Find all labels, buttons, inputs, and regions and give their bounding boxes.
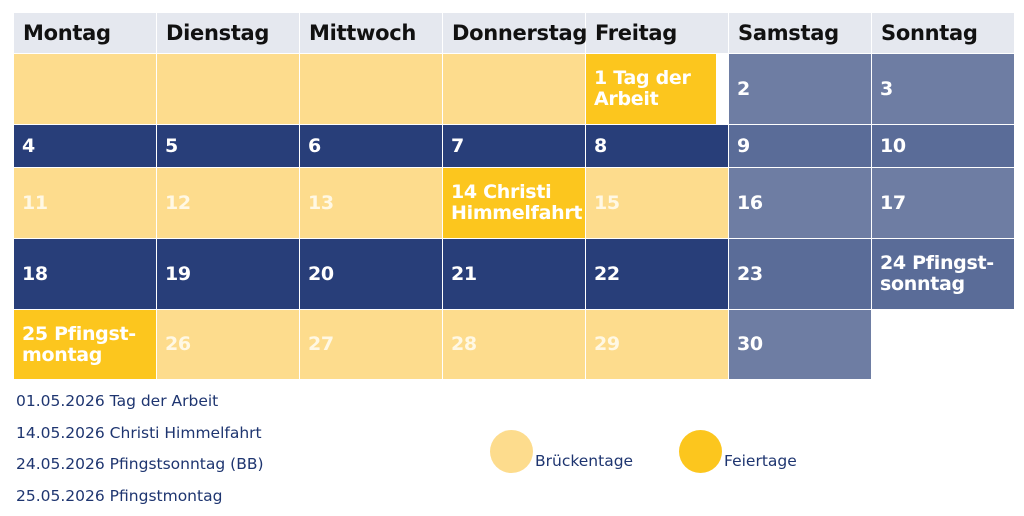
day-cell-26-bridge: 26 [157, 310, 299, 379]
holiday-list-item: 14.05.2026 Christi Himmelfahrt [16, 423, 262, 442]
legend-holidays: Feiertage [679, 430, 797, 473]
empty-day-cell [300, 54, 442, 124]
weekday-header-saturday: Samstag [729, 13, 871, 53]
day-cell-30: 30 [729, 310, 871, 379]
day-cell-22: 22 [586, 239, 728, 309]
day-cell-25-holiday: 25 Pfingst-montag [14, 310, 156, 379]
weekday-header-friday: Freitag [586, 13, 728, 53]
day-cell-24-holiday: 24 Pfingst-sonntag [872, 239, 1014, 309]
weekday-header-sunday: Sonntag [872, 13, 1014, 53]
day-cell-5: 5 [157, 125, 299, 167]
day-cell-2: 2 [729, 54, 871, 124]
holiday-list-item: 24.05.2026 Pfingstsonntag (BB) [16, 455, 264, 473]
day-cell-1-holiday: 1 Tag der Arbeit [586, 54, 716, 124]
holiday-swatch [679, 430, 722, 473]
day-cell-20: 20 [300, 239, 442, 309]
holiday-list-item: 25.05.2026 Pfingstmontag [16, 486, 223, 505]
day-cell-16: 16 [729, 168, 871, 238]
day-cell-27-bridge: 27 [300, 310, 442, 379]
day-cell-18: 18 [14, 239, 156, 309]
day-cell-7: 7 [443, 125, 585, 167]
day-cell-21: 21 [443, 239, 585, 309]
day-cell-14-holiday: 14 Christi Himmelfahrt [443, 168, 585, 238]
day-cell-10: 10 [872, 125, 1014, 167]
day-cell-8: 8 [586, 125, 728, 167]
weekday-header-thursday: Donnerstag [443, 13, 587, 53]
holiday-list-item: 01.05.2026 Tag der Arbeit [16, 392, 219, 410]
empty-day-cell [14, 54, 156, 124]
day-cell-19: 19 [157, 239, 299, 309]
day-cell-12-bridge: 12 [157, 168, 299, 238]
legend-bridge-days-label: Brückentage [535, 451, 634, 470]
weekday-header-tuesday: Dienstag [157, 13, 299, 53]
empty-day-cell [443, 54, 585, 124]
day-cell-28-bridge: 28 [443, 310, 585, 379]
day-cell-17: 17 [872, 168, 1014, 238]
day-cell-13-bridge: 13 [300, 168, 442, 238]
day-cell-3: 3 [872, 54, 1014, 124]
day-cell-29-bridge: 29 [586, 310, 728, 379]
holiday-list: 01.05.2026 Tag der Arbeit 14.05.2026 Chr… [16, 386, 264, 512]
day-cell-9: 9 [729, 125, 871, 167]
empty-day-cell [157, 54, 299, 124]
legend-holidays-label: Feiertage [724, 451, 797, 470]
bridge-day-swatch [490, 430, 533, 473]
legend-bridge-days: Brückentage [490, 430, 633, 473]
empty-day-cell [872, 310, 1014, 379]
weekday-header-monday: Montag [14, 13, 156, 53]
day-cell-15-bridge: 15 [586, 168, 728, 238]
day-cell-23: 23 [729, 239, 871, 309]
weekday-header-wednesday: Mittwoch [300, 13, 442, 53]
day-cell-6: 6 [300, 125, 442, 167]
calendar-grid: Montag Dienstag Mittwoch Donnerstag Frei… [14, 13, 1014, 379]
day-cell-4: 4 [14, 125, 156, 167]
day-cell-11-bridge: 11 [14, 168, 156, 238]
